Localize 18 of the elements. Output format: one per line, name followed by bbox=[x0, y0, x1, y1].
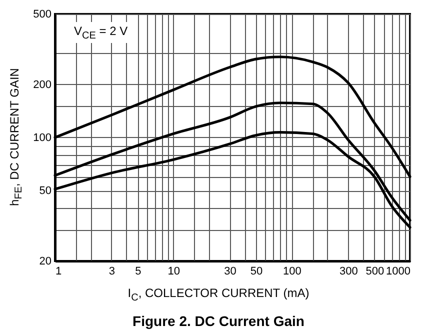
x-tick-label: 5 bbox=[135, 266, 142, 278]
y-tick-label: 500 bbox=[33, 8, 52, 20]
x-tick-label: 10 bbox=[168, 266, 180, 278]
x-tick-label: 1000 bbox=[386, 266, 410, 278]
x-tick-label: 50 bbox=[250, 266, 263, 278]
x-tick-label: 100 bbox=[282, 266, 302, 278]
x-tick-label: 1 bbox=[56, 266, 62, 278]
x-tick-label: 500 bbox=[366, 266, 384, 278]
y-tick-label: 20 bbox=[39, 256, 52, 268]
y-tick-label: 50 bbox=[39, 185, 52, 198]
x-axis-title: I$_{C}$, COLLECTOR CURRENT (mA) bbox=[126, 286, 310, 304]
y-tick-label: 200 bbox=[33, 78, 52, 91]
x-tick-label: 3 bbox=[108, 266, 116, 278]
text: Figure 2. DC Current Gain bbox=[132, 313, 306, 329]
y-tick-label: 100 bbox=[33, 132, 52, 144]
annotation: V$_{CE}$ = 2 V bbox=[70, 22, 132, 44]
x-tick-label: 30 bbox=[224, 266, 236, 278]
x-tick-label: 300 bbox=[339, 266, 358, 278]
